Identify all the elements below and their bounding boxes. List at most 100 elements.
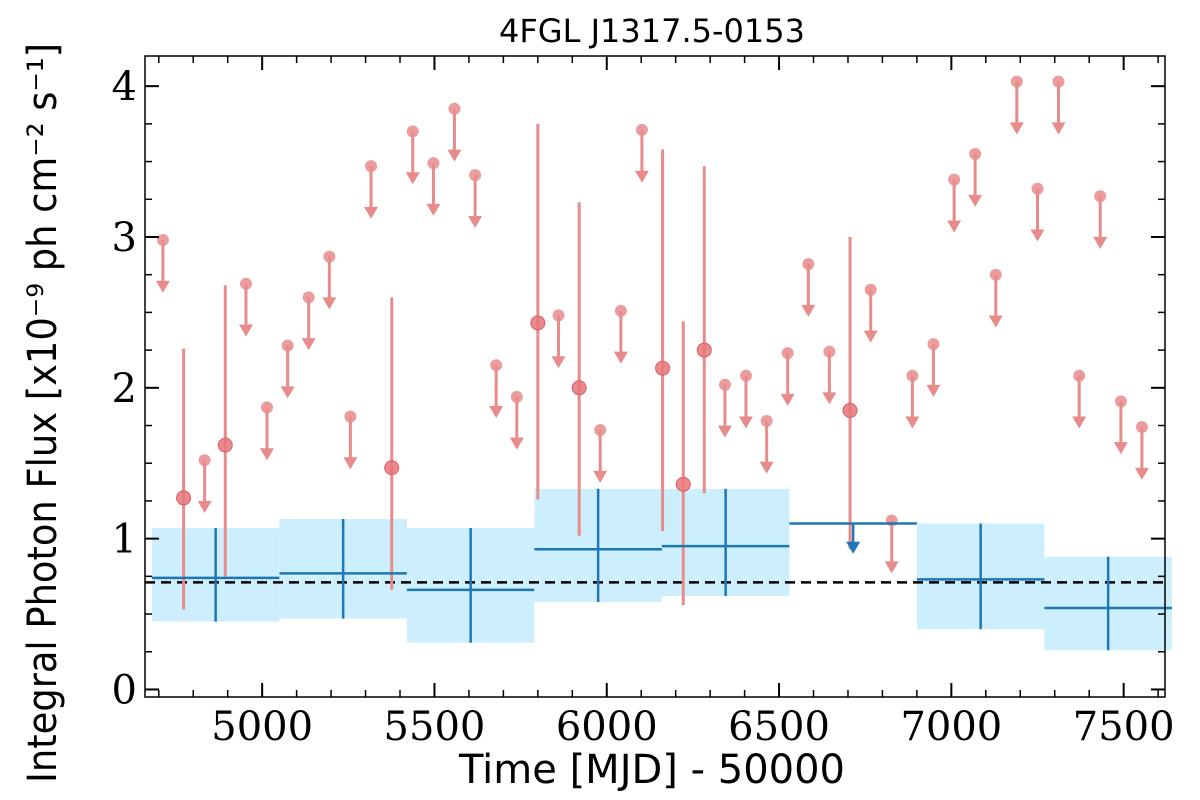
upper-limit-arrow-head bbox=[926, 384, 941, 397]
upper-limit-point bbox=[198, 454, 211, 467]
detection-point bbox=[217, 437, 233, 453]
y-tick-label: 2 bbox=[112, 366, 137, 412]
upper-limit-arrow-head bbox=[551, 356, 566, 369]
upper-limit-arrow-head bbox=[259, 448, 274, 461]
upper-limit-arrow-head bbox=[988, 315, 1003, 328]
detection-point bbox=[675, 476, 691, 492]
upper-limit-point bbox=[1114, 395, 1127, 408]
detection-point bbox=[571, 380, 587, 396]
long-bin-upper-limit-head bbox=[846, 541, 861, 554]
upper-limit-arrow-head bbox=[1009, 122, 1024, 135]
upper-limit-arrow-head bbox=[489, 405, 504, 418]
upper-limit-arrow-head bbox=[738, 416, 753, 429]
upper-limit-point bbox=[260, 401, 273, 414]
upper-limit-arrow-head bbox=[426, 203, 441, 216]
upper-limit-point bbox=[323, 250, 336, 263]
plot-area bbox=[145, 75, 1172, 651]
upper-limit-point bbox=[1073, 369, 1086, 382]
upper-limit-point bbox=[1031, 182, 1044, 195]
upper-limit-point bbox=[823, 345, 836, 358]
upper-limit-point bbox=[344, 410, 357, 423]
upper-limit-arrow-head bbox=[364, 206, 379, 219]
upper-limit-point bbox=[948, 173, 961, 186]
detection-point bbox=[696, 342, 712, 358]
x-tick-label: 7500 bbox=[1073, 704, 1175, 750]
upper-limit-point bbox=[239, 277, 252, 290]
upper-limit-arrow-head bbox=[343, 457, 358, 470]
y-tick-label: 1 bbox=[112, 517, 137, 563]
x-tick-label: 6000 bbox=[556, 704, 658, 750]
y-tick-label: 3 bbox=[112, 215, 137, 261]
upper-limit-point bbox=[614, 304, 627, 317]
upper-limit-arrow-head bbox=[863, 330, 878, 343]
x-tick-label: 5500 bbox=[384, 704, 486, 750]
upper-limit-arrow-head bbox=[905, 416, 920, 429]
upper-limit-arrow-head bbox=[155, 280, 170, 293]
axes: 5000 5500 6000 6500 7000 7500 0 1 2 3 4 bbox=[112, 55, 1175, 750]
upper-limit-point bbox=[989, 268, 1002, 281]
upper-limit-arrow-head bbox=[634, 170, 649, 183]
upper-limit-point bbox=[594, 424, 607, 437]
upper-limit-point bbox=[864, 283, 877, 296]
detection-point bbox=[176, 490, 192, 506]
upper-limit-arrow-head bbox=[801, 304, 816, 317]
upper-limit-point bbox=[1135, 421, 1148, 434]
upper-limit-arrow-head bbox=[322, 297, 337, 310]
upper-limit-arrow-head bbox=[1051, 122, 1066, 135]
upper-limit-arrow-head bbox=[1134, 467, 1149, 480]
upper-limit-point bbox=[448, 102, 461, 115]
x-tick-label: 6500 bbox=[728, 704, 830, 750]
upper-limit-point bbox=[365, 160, 378, 173]
upper-limit-arrow-head bbox=[593, 470, 608, 483]
upper-limit-point bbox=[281, 339, 294, 352]
upper-limit-arrow-head bbox=[468, 215, 483, 228]
upper-limit-arrow-head bbox=[238, 324, 253, 337]
upper-limit-arrow-head bbox=[280, 386, 295, 399]
detection-point bbox=[655, 360, 671, 376]
upper-limit-point bbox=[906, 369, 919, 382]
y-axis-label: Integral Photon Flux [x10⁻⁹ ph cm⁻² s⁻¹] bbox=[20, 43, 66, 783]
x-tick-label: 5000 bbox=[211, 704, 313, 750]
upper-limit-arrow-head bbox=[1093, 237, 1108, 250]
upper-limit-arrow-head bbox=[509, 437, 524, 450]
upper-limit-point bbox=[510, 390, 523, 403]
upper-limit-point bbox=[927, 338, 940, 351]
detection-point bbox=[384, 460, 400, 476]
upper-limit-arrow-head bbox=[968, 194, 983, 207]
upper-limit-arrow-head bbox=[405, 172, 420, 185]
y-tick-label: 0 bbox=[112, 667, 137, 713]
upper-limit-arrow-head bbox=[447, 149, 462, 162]
upper-limit-arrow-head bbox=[759, 461, 774, 474]
upper-limit-point bbox=[427, 157, 440, 170]
upper-limit-arrow-head bbox=[1072, 416, 1087, 429]
upper-limit-point bbox=[760, 414, 773, 427]
upper-limit-point bbox=[406, 125, 419, 138]
upper-limit-point bbox=[490, 359, 503, 372]
upper-limit-arrow-head bbox=[780, 393, 795, 406]
upper-limit-point bbox=[739, 369, 752, 382]
upper-limit-point bbox=[1052, 75, 1065, 88]
upper-limit-point bbox=[302, 291, 315, 304]
upper-limit-point bbox=[718, 378, 731, 391]
plot-frame bbox=[144, 55, 1166, 698]
x-tick-label: 7000 bbox=[900, 704, 1002, 750]
upper-limit-point bbox=[802, 258, 815, 271]
upper-limit-arrow-head bbox=[1113, 442, 1128, 455]
upper-limit-point bbox=[156, 234, 169, 247]
chart-title: 4FGL J1317.5-0153 bbox=[499, 12, 805, 50]
upper-limit-point bbox=[552, 309, 565, 322]
upper-limit-arrow-head bbox=[301, 338, 316, 351]
upper-limit-point bbox=[781, 347, 794, 360]
upper-limit-arrow-head bbox=[613, 351, 628, 364]
upper-limit-point bbox=[1010, 75, 1023, 88]
upper-limit-arrow-head bbox=[717, 425, 732, 438]
upper-limit-arrow-head bbox=[1030, 229, 1045, 242]
upper-limit-point bbox=[969, 148, 982, 161]
upper-limit-arrow-head bbox=[947, 220, 962, 233]
upper-limit-point bbox=[1094, 190, 1107, 203]
upper-limit-point bbox=[635, 123, 648, 136]
upper-limit-arrow-head bbox=[197, 500, 212, 513]
detection-point bbox=[530, 315, 546, 331]
x-axis-label: Time [MJD] - 50000 bbox=[458, 747, 845, 793]
